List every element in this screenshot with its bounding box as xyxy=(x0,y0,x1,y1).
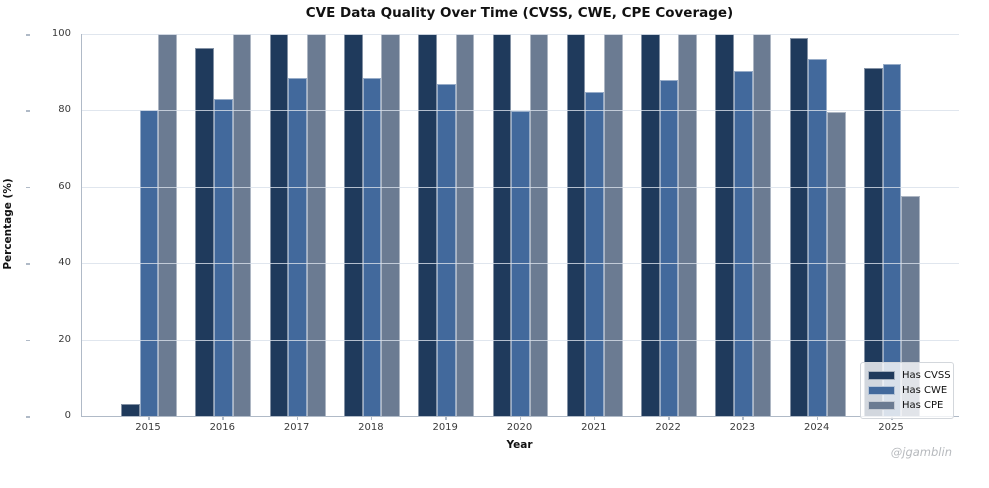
bar-has-cwe-2016 xyxy=(214,99,233,416)
bar-has-cwe-2021 xyxy=(585,92,604,416)
x-tick-mark xyxy=(668,416,670,420)
y-tick-label: 80 xyxy=(31,105,71,115)
x-tick-mark xyxy=(520,416,522,420)
legend-swatch-has-cwe xyxy=(868,386,895,395)
bar-has-cvss-2021 xyxy=(567,34,586,416)
y-tick-mark xyxy=(26,187,30,189)
x-tick-mark xyxy=(817,416,819,420)
legend: Has CVSS Has CWE Has CPE xyxy=(860,362,954,419)
legend-swatch-has-cvss xyxy=(868,371,895,380)
bar-has-cvss-2022 xyxy=(641,34,660,416)
legend-item: Has CVSS xyxy=(868,368,947,383)
legend-label: Has CVSS xyxy=(902,370,951,381)
x-axis-label: Year xyxy=(81,439,958,451)
y-tick-label: 20 xyxy=(31,335,71,345)
bar-has-cwe-2022 xyxy=(660,80,679,416)
y-tick-label: 40 xyxy=(31,258,71,268)
bar-has-cpe-2016 xyxy=(233,34,252,416)
x-tick-label: 2019 xyxy=(415,422,475,433)
bar-has-cvss-2018 xyxy=(344,34,363,416)
bar-has-cpe-2019 xyxy=(456,34,475,416)
y-tick-mark xyxy=(26,263,30,265)
bar-has-cwe-2019 xyxy=(437,84,456,416)
bar-has-cvss-2023 xyxy=(715,34,734,416)
bar-has-cvss-2024 xyxy=(790,38,809,416)
bar-has-cpe-2017 xyxy=(307,34,326,416)
bar-has-cpe-2018 xyxy=(381,34,400,416)
x-tick-mark xyxy=(297,416,299,420)
bar-has-cvss-2020 xyxy=(493,34,512,416)
x-tick-mark xyxy=(222,416,224,420)
legend-label: Has CWE xyxy=(902,385,947,396)
x-tick-label: 2016 xyxy=(192,422,252,433)
bar-has-cwe-2017 xyxy=(288,78,307,416)
bar-has-cvss-2019 xyxy=(418,34,437,416)
bar-has-cwe-2018 xyxy=(363,78,382,416)
bar-has-cpe-2022 xyxy=(678,34,697,416)
y-tick-mark xyxy=(26,340,30,342)
bar-has-cvss-2017 xyxy=(270,34,289,416)
x-tick-label: 2021 xyxy=(564,422,624,433)
legend-item: Has CPE xyxy=(868,398,947,413)
x-tick-label: 2015 xyxy=(118,422,178,433)
plot-area xyxy=(81,34,959,417)
x-tick-mark xyxy=(594,416,596,420)
x-tick-label: 2024 xyxy=(787,422,847,433)
bar-has-cwe-2020 xyxy=(511,111,530,416)
y-tick-mark xyxy=(26,110,30,112)
x-tick-label: 2017 xyxy=(267,422,327,433)
watermark: @jgamblin xyxy=(891,445,952,459)
x-tick-mark xyxy=(445,416,447,420)
legend-item: Has CWE xyxy=(868,383,947,398)
y-tick-label: 100 xyxy=(31,29,71,39)
y-axis-label: Percentage (%) xyxy=(2,154,14,294)
legend-swatch-has-cpe xyxy=(868,401,895,410)
bar-has-cwe-2024 xyxy=(808,59,827,416)
bar-has-cvss-2016 xyxy=(195,48,214,416)
bar-has-cwe-2015 xyxy=(140,110,159,416)
bar-has-cvss-2015 xyxy=(121,404,140,416)
x-tick-mark xyxy=(371,416,373,420)
bar-has-cpe-2021 xyxy=(604,34,623,416)
bar-has-cpe-2024 xyxy=(827,112,846,416)
y-tick-label: 0 xyxy=(31,411,71,421)
gridline xyxy=(82,34,959,35)
chart-title: CVE Data Quality Over Time (CVSS, CWE, C… xyxy=(81,5,958,21)
bar-has-cpe-2023 xyxy=(753,34,772,416)
x-tick-label: 2018 xyxy=(341,422,401,433)
x-tick-label: 2020 xyxy=(490,422,550,433)
x-tick-label: 2025 xyxy=(861,422,921,433)
bar-has-cpe-2015 xyxy=(158,34,177,416)
y-tick-mark xyxy=(26,34,30,36)
x-tick-label: 2022 xyxy=(638,422,698,433)
y-tick-mark xyxy=(26,416,30,418)
x-tick-mark xyxy=(742,416,744,420)
bar-has-cpe-2020 xyxy=(530,34,549,416)
x-tick-mark xyxy=(148,416,150,420)
y-tick-label: 60 xyxy=(31,182,71,192)
chart-figure: CVE Data Quality Over Time (CVSS, CWE, C… xyxy=(0,0,989,488)
legend-label: Has CPE xyxy=(902,400,943,411)
bar-has-cwe-2023 xyxy=(734,71,753,416)
x-tick-label: 2023 xyxy=(712,422,772,433)
